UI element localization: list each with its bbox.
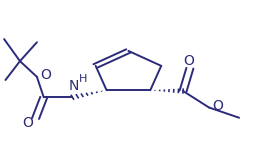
Text: O: O bbox=[22, 116, 33, 130]
Text: H: H bbox=[79, 74, 87, 84]
Text: O: O bbox=[213, 99, 224, 113]
Text: O: O bbox=[183, 54, 194, 68]
Text: O: O bbox=[40, 68, 51, 82]
Text: N: N bbox=[69, 79, 79, 92]
